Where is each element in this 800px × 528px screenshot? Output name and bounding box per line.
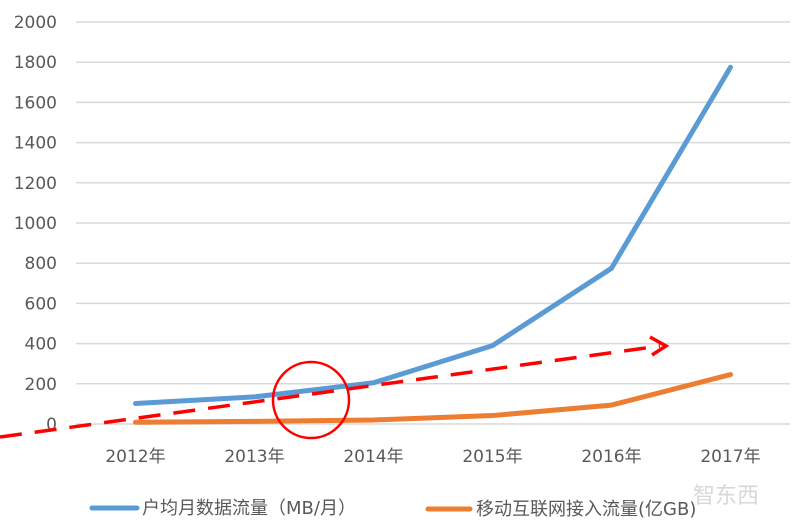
highlight-circle-annotation xyxy=(271,360,351,440)
legend-item-mobile-traffic: 移动互联网接入流量(亿GB) xyxy=(425,499,696,520)
legend-item-user-traffic: 户均月数据流量（MB/月） xyxy=(89,498,356,519)
x-tick-label: 2015年 xyxy=(462,447,522,467)
y-tick-label: 800 xyxy=(25,254,57,274)
data-series xyxy=(133,64,733,425)
trend-arrow-annotation xyxy=(0,335,670,439)
y-tick-label: 400 xyxy=(25,335,57,355)
y-axis-labels: 0 200 400 600 800 1000 1200 1400 1600 1800 2000 xyxy=(14,13,57,435)
y-tick-label: 2000 xyxy=(14,13,57,33)
y-tick-label: 1000 xyxy=(14,214,57,234)
y-tick-label: 1200 xyxy=(14,174,57,194)
y-tick-label: 1800 xyxy=(14,53,57,73)
x-tick-label: 2017年 xyxy=(700,447,760,467)
watermark: 智东西 xyxy=(693,484,759,509)
x-tick-label: 2014年 xyxy=(343,447,403,467)
x-tick-label: 2016年 xyxy=(581,447,641,467)
x-tick-label: 2013年 xyxy=(224,447,284,467)
gridlines xyxy=(76,21,790,425)
y-tick-label: 0 xyxy=(46,415,57,435)
series-mobile-internet-traffic-line xyxy=(133,372,733,425)
y-tick-label: 200 xyxy=(25,375,57,395)
legend-label: 户均月数据流量（MB/月） xyxy=(142,498,356,519)
legend: 户均月数据流量（MB/月） 移动互联网接入流量(亿GB) xyxy=(89,498,696,520)
y-tick-label: 1600 xyxy=(14,93,57,113)
series-user-monthly-traffic-line xyxy=(133,64,733,406)
x-axis-labels: 2012年 2013年 2014年 2015年 2016年 2017年 xyxy=(105,447,760,467)
x-tick-label: 2012年 xyxy=(105,447,165,467)
legend-label: 移动互联网接入流量(亿GB) xyxy=(476,499,696,520)
y-tick-label: 1400 xyxy=(14,134,57,154)
y-tick-label: 600 xyxy=(25,294,57,314)
